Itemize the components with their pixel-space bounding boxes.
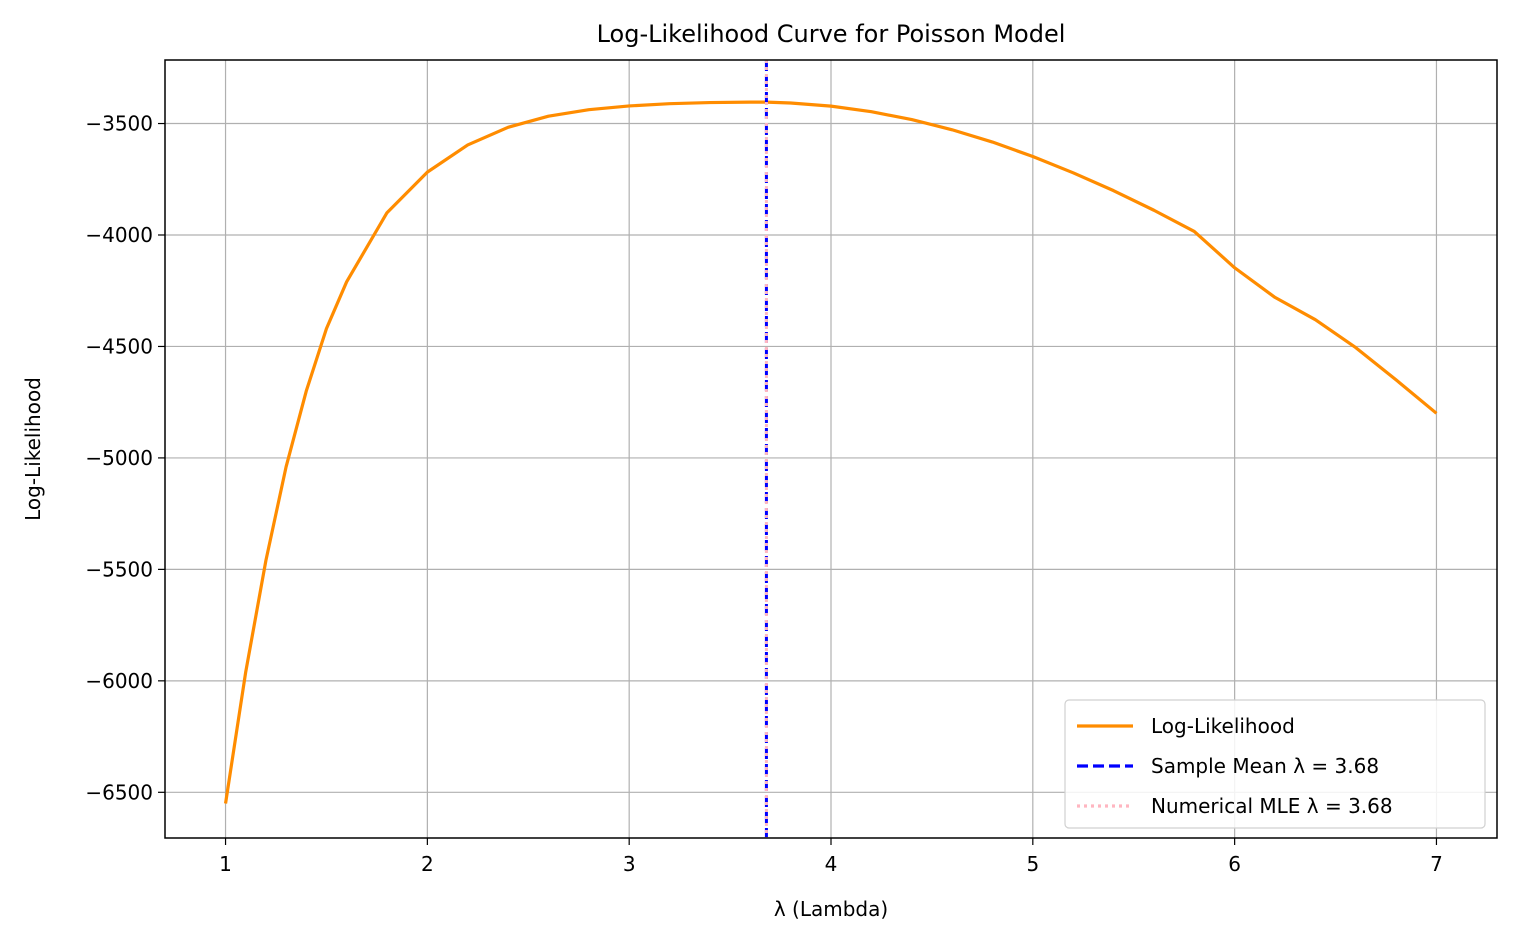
y-tick-label: −4000 xyxy=(85,223,153,247)
x-tick-label: 7 xyxy=(1430,852,1443,876)
y-axis: −6500 −6000 −5500 −5000 −4500 −4000 −3500 xyxy=(85,112,165,804)
legend-label: Log-Likelihood xyxy=(1151,714,1295,738)
y-tick-label: −6000 xyxy=(85,669,153,693)
x-tick-label: 5 xyxy=(1026,852,1039,876)
y-tick-label: −6500 xyxy=(85,780,153,804)
grid xyxy=(165,60,1497,838)
legend: Log-Likelihood Sample Mean λ = 3.68 Numeri… xyxy=(1064,699,1486,829)
series-layer xyxy=(223,60,1438,838)
x-tick-label: 2 xyxy=(421,852,434,876)
y-tick-label: −3500 xyxy=(85,112,153,136)
x-tick-label: 6 xyxy=(1228,852,1241,876)
legend-label: Numerical MLE λ = 3.68 xyxy=(1151,794,1393,818)
x-tick-label: 1 xyxy=(219,852,232,876)
x-tick-label: 4 xyxy=(825,852,838,876)
x-axis-label: λ (Lambda) xyxy=(774,897,888,921)
y-tick-label: −4500 xyxy=(85,334,153,358)
y-tick-label: −5500 xyxy=(85,557,153,581)
legend-label: Sample Mean λ = 3.68 xyxy=(1151,754,1379,778)
y-tick-label: −5000 xyxy=(85,446,153,470)
legend-box xyxy=(1064,699,1486,829)
y-axis-label: Log-Likelihood xyxy=(21,377,45,521)
x-axis: 1 2 3 4 5 6 7 xyxy=(219,838,1443,876)
chart-title: Log-Likelihood Curve for Poisson Model xyxy=(597,20,1066,48)
x-tick-label: 3 xyxy=(623,852,636,876)
